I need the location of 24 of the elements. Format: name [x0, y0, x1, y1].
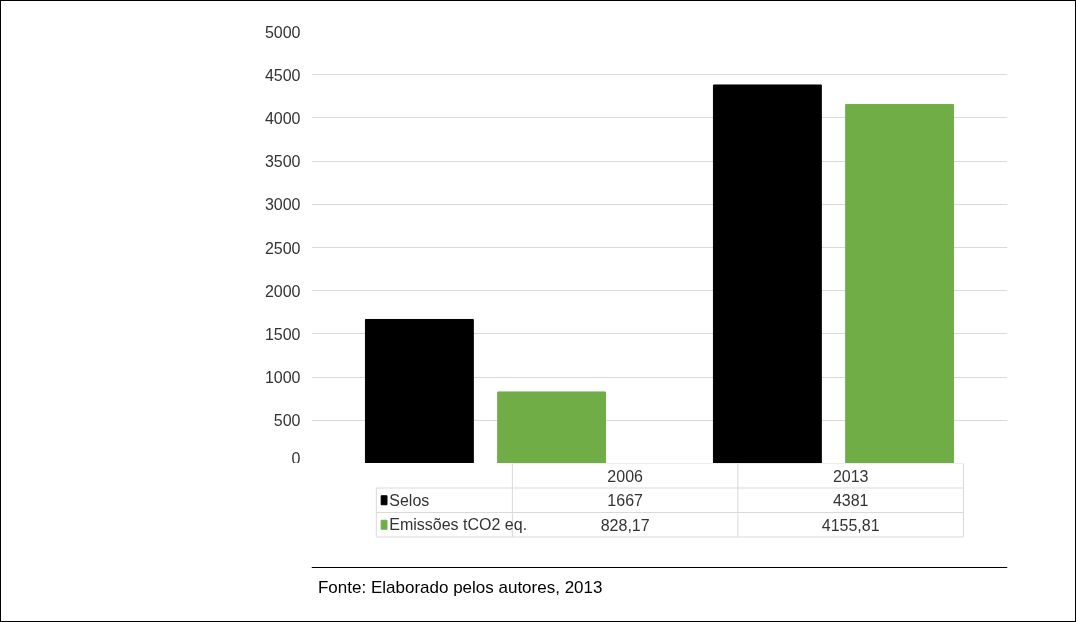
y-tick-label: 4500: [264, 66, 301, 84]
data-label: 828,17: [600, 516, 650, 534]
x-tick-label: 2013: [832, 467, 869, 485]
bar: [845, 103, 955, 463]
y-tick-label: 2000: [264, 282, 301, 300]
y-tick-label: 2500: [264, 239, 301, 257]
y-tick-label: 3500: [264, 153, 301, 171]
data-label: 1667: [607, 492, 644, 510]
data-label: 4381: [832, 492, 869, 510]
y-tick-label: 3000: [264, 196, 301, 214]
y-tick-label: 1000: [264, 369, 301, 387]
y-tick-label: 5000: [264, 23, 301, 41]
legend-label: Selos: [389, 491, 430, 509]
source-note: Fonte: Elaborado pelos autores, 2013: [317, 578, 603, 597]
y-tick-label: 4000: [264, 109, 301, 127]
data-label: 4155,81: [821, 516, 880, 534]
legend-label: Emissões tCO2 eq.: [389, 516, 528, 534]
bar: [364, 318, 474, 463]
bar: [712, 84, 822, 463]
y-tick-label: 0: [291, 449, 301, 467]
x-tick-label: 2006: [607, 467, 644, 485]
bar: [497, 391, 607, 463]
y-tick-label: 1500: [264, 325, 301, 343]
y-tick-label: 500: [273, 412, 301, 430]
